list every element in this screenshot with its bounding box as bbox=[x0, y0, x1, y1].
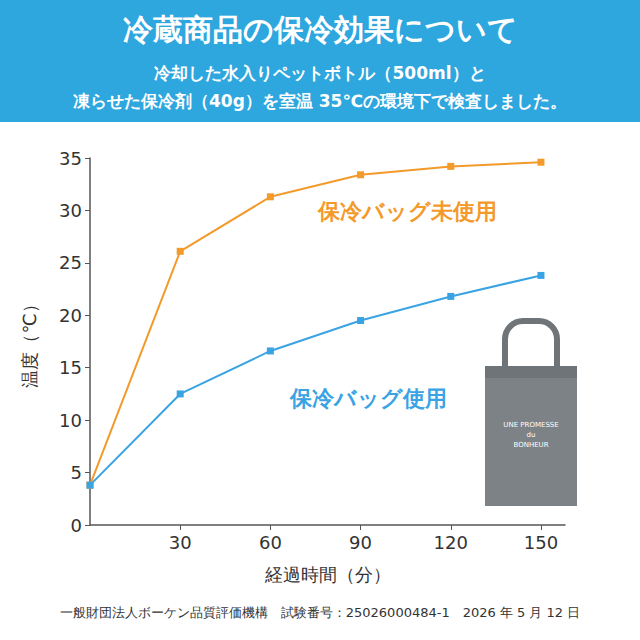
svg-text:一般財団法人ボーケン品質評価機構 試験番号：25026000: 一般財団法人ボーケン品質評価機構 試験番号：25026000484-1 2026… bbox=[60, 605, 581, 620]
svg-text:60: 60 bbox=[259, 532, 282, 553]
svg-text:20: 20 bbox=[59, 305, 82, 326]
svg-text:保冷バッグ使用: 保冷バッグ使用 bbox=[289, 386, 447, 411]
svg-text:UNE PROMESSE: UNE PROMESSE bbox=[503, 421, 558, 429]
svg-text:150: 150 bbox=[524, 532, 558, 553]
svg-text:BONHEUR: BONHEUR bbox=[513, 441, 548, 449]
svg-text:30: 30 bbox=[59, 200, 82, 221]
svg-text:35: 35 bbox=[59, 148, 82, 169]
svg-text:30: 30 bbox=[169, 532, 192, 553]
svg-text:120: 120 bbox=[434, 532, 468, 553]
svg-text:温度（℃）: 温度（℃） bbox=[19, 295, 40, 387]
svg-text:5: 5 bbox=[71, 462, 82, 483]
svg-text:0: 0 bbox=[71, 515, 82, 536]
svg-text:10: 10 bbox=[59, 410, 82, 431]
svg-text:冷蔵商品の保冷効果について: 冷蔵商品の保冷効果について bbox=[123, 12, 518, 47]
svg-text:経過時間（分）: 経過時間（分） bbox=[264, 564, 391, 585]
svg-text:保冷バッグ未使用: 保冷バッグ未使用 bbox=[317, 199, 497, 224]
svg-text:15: 15 bbox=[59, 357, 82, 378]
svg-text:冷却した水入りペットボトル（500ml）と: 冷却した水入りペットボトル（500ml）と bbox=[154, 63, 485, 83]
svg-text:du: du bbox=[527, 431, 536, 439]
svg-text:25: 25 bbox=[59, 252, 82, 273]
svg-text:凍らせた保冷剤（40g）を室温 35℃の環境下で検査しました: 凍らせた保冷剤（40g）を室温 35℃の環境下で検査しました。 bbox=[73, 91, 567, 111]
svg-text:90: 90 bbox=[349, 532, 372, 553]
